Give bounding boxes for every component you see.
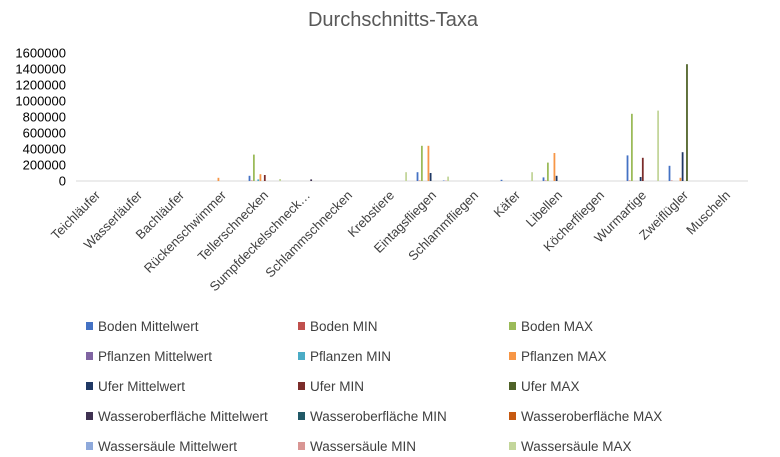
- legend-label: Ufer Mittelwert: [98, 379, 185, 394]
- legend-swatch: [86, 412, 93, 420]
- legend-label: Wasseroberfläche MIN: [310, 409, 447, 424]
- legend-swatch: [298, 382, 305, 390]
- bar: [217, 177, 220, 181]
- legend-item: Wasseroberfläche MAX: [509, 409, 662, 424]
- legend-label: Boden MIN: [310, 319, 378, 334]
- legend-swatch: [509, 322, 516, 330]
- bar: [681, 152, 684, 181]
- legend-swatch: [298, 442, 305, 450]
- bar: [420, 145, 423, 181]
- legend-item: Pflanzen MAX: [509, 349, 607, 364]
- legend-swatch: [86, 352, 93, 360]
- y-tick-label: 0: [59, 174, 66, 189]
- bar: [405, 172, 407, 181]
- legend-item: Wassersäule MIN: [298, 439, 416, 454]
- legend-item: Ufer Mittelwert: [86, 379, 185, 394]
- legend-item: Boden MIN: [298, 319, 378, 334]
- legend-item: Pflanzen MIN: [298, 349, 391, 364]
- legend-swatch: [298, 412, 305, 420]
- bar: [263, 175, 266, 181]
- x-axis: TeichläuferWasserläuferBachläuferRückens…: [48, 187, 733, 294]
- legend-swatch: [509, 382, 516, 390]
- bar: [553, 153, 556, 181]
- chart-title: Durchschnitts-Taxa: [308, 9, 479, 31]
- legend-label: Boden MAX: [521, 319, 593, 334]
- bar: [248, 175, 251, 181]
- bar: [259, 174, 262, 181]
- legend-label: Ufer MIN: [310, 379, 364, 394]
- legend-label: Pflanzen MIN: [310, 349, 391, 364]
- bar: [442, 180, 445, 181]
- y-tick-label: 1200000: [15, 78, 66, 93]
- legend-label: Wassersäule Mittelwert: [98, 439, 237, 454]
- bar: [310, 179, 313, 181]
- bar: [630, 113, 633, 181]
- y-tick-label: 800000: [23, 110, 66, 125]
- legend-label: Boden Mittelwert: [98, 319, 199, 334]
- legend-label: Ufer MAX: [521, 379, 580, 394]
- bar: [500, 179, 503, 181]
- bar: [555, 175, 558, 181]
- legend: Boden Mittelwert Boden MIN Boden MAX Pflanz…: [86, 319, 662, 454]
- legend-item: Boden MAX: [509, 319, 593, 334]
- y-tick-label: 200000: [23, 158, 66, 173]
- bar: [427, 145, 430, 181]
- bar: [546, 162, 549, 181]
- legend-item: Wassersäule Mittelwert: [86, 439, 237, 454]
- legend-swatch: [509, 412, 516, 420]
- bar: [668, 165, 671, 181]
- x-tick-label: Muscheln: [683, 188, 733, 238]
- legend-item: Ufer MAX: [509, 379, 580, 394]
- y-tick-label: 600000: [23, 126, 66, 141]
- bar: [639, 177, 642, 181]
- legend-item: Wasseroberfläche Mittelwert: [86, 409, 268, 424]
- bar: [542, 177, 545, 181]
- legend-swatch: [509, 442, 516, 450]
- bar: [447, 176, 449, 181]
- legend-label: Pflanzen MAX: [521, 349, 607, 364]
- legend-label: Wasseroberfläche MAX: [521, 409, 662, 424]
- legend-swatch: [298, 352, 305, 360]
- bar: [416, 172, 419, 181]
- bar: [252, 154, 255, 181]
- legend-item: Wassersäule MAX: [509, 439, 632, 454]
- legend-item: Wasseroberfläche MIN: [298, 409, 447, 424]
- bar: [641, 157, 644, 181]
- legend-swatch: [509, 352, 516, 360]
- legend-item: Ufer MIN: [298, 379, 364, 394]
- y-axis: 0200000400000600000800000100000012000001…: [15, 46, 66, 189]
- y-tick-label: 1400000: [15, 62, 66, 77]
- bar: [531, 172, 533, 181]
- legend-label: Wassersäule MAX: [521, 439, 632, 454]
- bar: [679, 177, 682, 181]
- legend-label: Pflanzen Mittelwert: [98, 349, 212, 364]
- legend-swatch: [86, 442, 93, 450]
- y-tick-label: 1000000: [15, 94, 66, 109]
- x-tick-label: Libellen: [523, 188, 565, 230]
- bar: [257, 179, 260, 181]
- bars-group: [217, 64, 688, 181]
- bar: [429, 173, 432, 181]
- bar: [279, 179, 281, 181]
- bar: [626, 155, 629, 181]
- legend-label: Wasseroberfläche Mittelwert: [98, 409, 268, 424]
- bar: [686, 64, 688, 181]
- legend-swatch: [86, 322, 93, 330]
- legend-swatch: [298, 322, 305, 330]
- x-tick-label: Käfer: [491, 187, 524, 220]
- legend-swatch: [86, 382, 93, 390]
- bar: [657, 110, 659, 181]
- y-tick-label: 1600000: [15, 46, 66, 61]
- y-tick-label: 400000: [23, 142, 66, 157]
- legend-label: Wassersäule MIN: [310, 439, 416, 454]
- legend-item: Boden Mittelwert: [86, 319, 199, 334]
- legend-item: Pflanzen Mittelwert: [86, 349, 212, 364]
